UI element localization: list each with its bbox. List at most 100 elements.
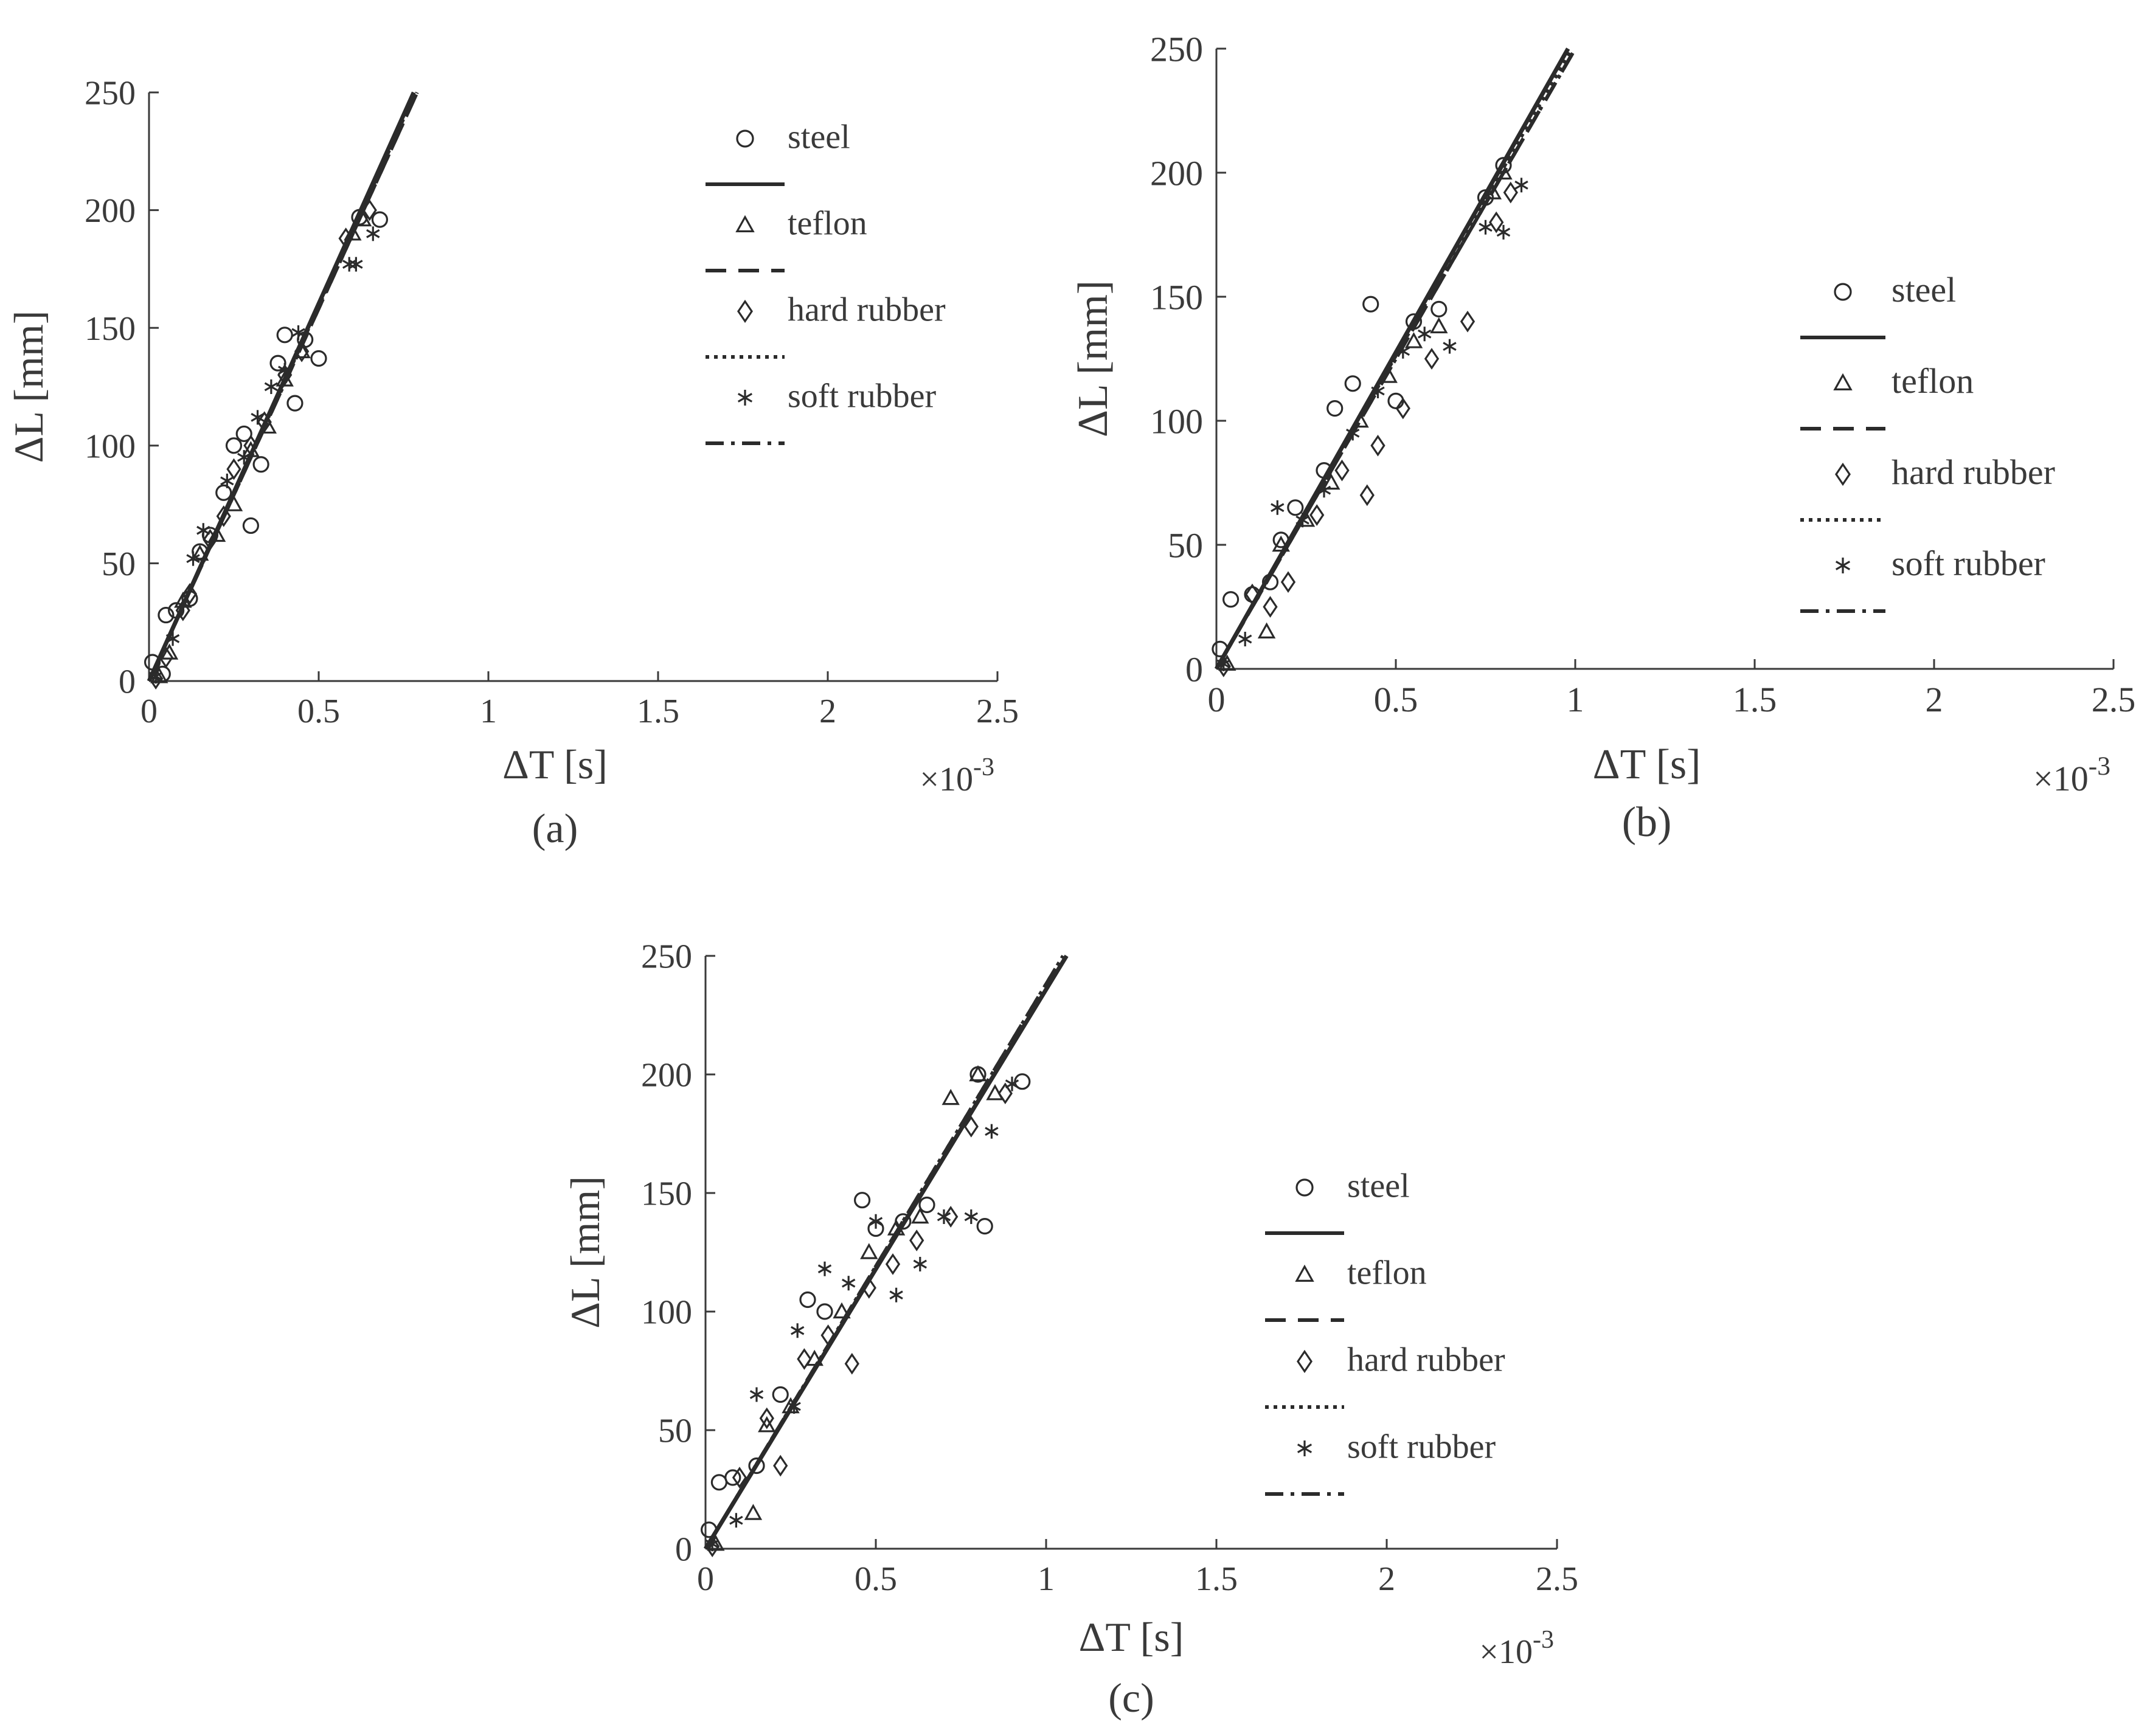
- data-point: [1280, 571, 1296, 593]
- legend-marker: [1297, 1440, 1313, 1456]
- y-tick-label: 100: [641, 1294, 692, 1332]
- data-point: [1489, 211, 1504, 233]
- data-point: [787, 1399, 801, 1414]
- data-point: [1005, 1076, 1019, 1091]
- x-tick-label: 0: [697, 1560, 714, 1598]
- data-point: [1371, 384, 1385, 399]
- data-point: [1287, 499, 1304, 516]
- data-point: [913, 1257, 927, 1271]
- data-point: [1460, 310, 1476, 333]
- y-tick-label: 50: [1168, 525, 1203, 565]
- data-point: [1430, 300, 1448, 317]
- x-tick-label: 2: [1926, 680, 1943, 719]
- x-tick-label: 2.5: [1536, 1560, 1578, 1598]
- data-point: [758, 1416, 776, 1433]
- legend-label: hard rubber: [1892, 452, 2055, 492]
- legend-label: soft rubber: [1892, 544, 2045, 583]
- x-tick-label: 0.5: [297, 693, 340, 730]
- x-tick-label: 1.5: [1195, 1560, 1238, 1598]
- data-point: [1362, 296, 1379, 313]
- x-tick-label: 1: [1038, 1560, 1055, 1598]
- data-point: [1396, 344, 1410, 359]
- legend: steel teflon hard rubber soft rubber: [1800, 270, 2055, 613]
- y-tick-label: 200: [1150, 153, 1203, 193]
- data-point: [1395, 397, 1410, 420]
- legend-label: hard rubber: [788, 291, 946, 329]
- data-point: [1334, 459, 1350, 482]
- legend-marker: [1834, 283, 1852, 301]
- data-point: [724, 1469, 741, 1486]
- x-tick-label: 2.5: [976, 693, 1019, 730]
- legend-label: soft rubber: [788, 378, 937, 415]
- data-point: [997, 1082, 1013, 1105]
- legend-marker: [1835, 462, 1851, 486]
- data-point: [286, 395, 303, 412]
- legend-marker: [737, 390, 753, 406]
- legend-label: teflon: [788, 205, 867, 243]
- legend-marker: [1833, 373, 1853, 391]
- legend: steel teflon hard rubber soft rubber: [1265, 1167, 1505, 1496]
- legend-marker: [736, 130, 754, 148]
- y-tick-label: 150: [1150, 277, 1203, 317]
- x-tick-label: 0.5: [855, 1560, 897, 1598]
- data-point: [985, 1124, 999, 1139]
- series-soft-rubber: [1215, 47, 1577, 671]
- legend-marker: [1295, 1178, 1314, 1197]
- data-point: [1346, 426, 1360, 441]
- y-tick-label: 200: [85, 192, 136, 230]
- x-multiplier: ×10-3: [920, 753, 994, 798]
- x-axis-label: ΔT [s]: [1593, 741, 1701, 788]
- data-point: [1424, 348, 1440, 370]
- data-point: [1418, 327, 1432, 342]
- y-tick-label: 100: [85, 427, 136, 465]
- data-point: [943, 1206, 959, 1228]
- data-point: [276, 327, 293, 344]
- data-point: [744, 1504, 763, 1520]
- legend-label: steel: [1347, 1167, 1410, 1205]
- y-tick-label: 0: [119, 663, 136, 701]
- x-tick-label: 2.5: [2092, 680, 2136, 719]
- y-axis-label: ΔL [mm]: [1070, 280, 1117, 437]
- data-point: [182, 583, 198, 605]
- panel-b: 0 0.5 1 1.5 2 2.5 0 50 100 150 200 250 ΔT [s] ΔL [mm]…: [1070, 29, 2135, 846]
- data-point: [196, 523, 210, 538]
- data-point: [817, 1261, 832, 1276]
- data-point: [1222, 591, 1240, 608]
- series-soft-rubber: [147, 91, 419, 684]
- data-point: [252, 456, 269, 473]
- data-point: [860, 1243, 878, 1259]
- data-point: [918, 1196, 935, 1214]
- data-point: [1317, 483, 1331, 498]
- x-tick-label: 1.5: [1733, 680, 1777, 719]
- data-point: [1216, 656, 1230, 671]
- data-point: [820, 1324, 836, 1346]
- data-point: [799, 1291, 816, 1309]
- data-point: [1326, 399, 1344, 417]
- legend-marker: [1835, 558, 1851, 573]
- legend-marker: [1297, 1349, 1313, 1374]
- y-tick-label: 150: [85, 310, 136, 348]
- x-tick-label: 1: [480, 693, 497, 730]
- data-point: [816, 1303, 833, 1320]
- data-point: [353, 210, 372, 227]
- data-point: [976, 1217, 993, 1235]
- legend-label: teflon: [1347, 1254, 1427, 1292]
- x-axis-label: ΔT [s]: [1079, 1614, 1184, 1660]
- series-hard-rubber: [704, 955, 1065, 1557]
- y-tick-label: 0: [675, 1531, 692, 1569]
- data-point: [251, 410, 265, 425]
- x-axis-label: ΔT [s]: [502, 741, 608, 787]
- panel-label: (c): [1108, 1675, 1154, 1721]
- legend-marker: [1295, 1264, 1314, 1282]
- data-point: [220, 473, 234, 488]
- data-point: [911, 1207, 929, 1224]
- data-point: [1430, 317, 1448, 334]
- legend-marker: [737, 299, 753, 323]
- data-point: [216, 505, 231, 527]
- data-point: [258, 417, 277, 434]
- data-point: [1344, 375, 1361, 392]
- data-point: [749, 1387, 764, 1402]
- data-point: [1271, 500, 1285, 515]
- legend-label: soft rubber: [1347, 1428, 1496, 1466]
- data-point: [1351, 411, 1369, 428]
